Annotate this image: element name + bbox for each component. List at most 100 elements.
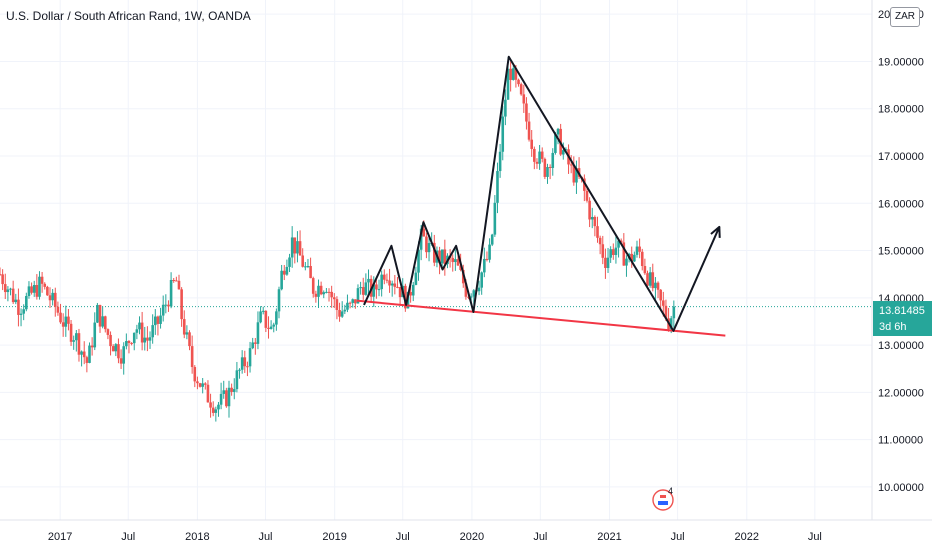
candle-body bbox=[522, 94, 526, 104]
candle-body bbox=[206, 384, 210, 403]
candle-body bbox=[393, 283, 397, 287]
candle-body bbox=[443, 249, 447, 265]
candle-body bbox=[464, 283, 468, 297]
candle-body bbox=[19, 313, 23, 315]
candle-body bbox=[511, 68, 515, 80]
candle-body bbox=[235, 370, 239, 390]
candle-body bbox=[493, 202, 497, 235]
candle-body bbox=[422, 228, 426, 237]
candle-body bbox=[238, 369, 241, 371]
price-tick-label: 12.00000 bbox=[878, 387, 924, 399]
candle-body bbox=[533, 148, 536, 162]
candle-body bbox=[496, 171, 499, 203]
candle-body bbox=[564, 149, 568, 151]
candle-body bbox=[417, 249, 420, 273]
candle-body bbox=[604, 257, 607, 268]
candle-body bbox=[517, 79, 520, 85]
candle-body bbox=[93, 322, 97, 348]
candle-body bbox=[11, 288, 15, 303]
candle-body bbox=[185, 332, 189, 335]
time-tick-label: Jul bbox=[671, 531, 685, 543]
candle-body bbox=[554, 134, 557, 153]
candle-body bbox=[138, 322, 141, 330]
candle-body bbox=[530, 139, 533, 149]
candle-body bbox=[254, 342, 257, 344]
candle-body bbox=[98, 304, 102, 327]
candle-body bbox=[109, 334, 112, 347]
price-tick-label: 13.00000 bbox=[878, 340, 924, 352]
candle-body bbox=[561, 150, 565, 155]
candle-body bbox=[622, 242, 626, 266]
time-tick-label: Jul bbox=[258, 531, 272, 543]
candle-body bbox=[440, 249, 444, 264]
candle-body bbox=[204, 383, 207, 385]
candle-body bbox=[222, 390, 226, 394]
candle-body bbox=[325, 291, 328, 293]
candle-body bbox=[343, 309, 347, 312]
candle-body bbox=[140, 322, 144, 343]
candle-body bbox=[304, 266, 307, 268]
candle-body bbox=[169, 279, 173, 307]
candle-body bbox=[356, 288, 360, 304]
candle-body bbox=[404, 285, 407, 309]
candle-body bbox=[69, 323, 73, 342]
candle-body bbox=[35, 285, 39, 297]
candle-body bbox=[40, 276, 44, 284]
candle-body bbox=[1, 274, 4, 285]
candle-body bbox=[130, 342, 133, 344]
symbol-title: U.S. Dollar / South African Rand, 1W, OA… bbox=[6, 9, 251, 23]
time-tick-label: 2018 bbox=[185, 531, 209, 543]
candle-body bbox=[177, 280, 181, 290]
candle-body bbox=[214, 409, 218, 413]
candle-body bbox=[201, 383, 204, 387]
candle-body bbox=[188, 332, 191, 347]
candle-body bbox=[101, 316, 104, 327]
candle-body bbox=[30, 286, 33, 293]
candle-body bbox=[259, 311, 262, 323]
candle-body bbox=[662, 300, 665, 306]
candle-body bbox=[596, 226, 599, 238]
candle-body bbox=[269, 326, 273, 329]
candle-body bbox=[367, 278, 370, 283]
candle-body bbox=[275, 311, 278, 325]
candle-body bbox=[243, 357, 247, 367]
earnings-event-icon[interactable] bbox=[652, 489, 674, 511]
candle-body bbox=[575, 168, 578, 183]
projection-arrowhead bbox=[710, 225, 721, 238]
candle-body bbox=[132, 332, 136, 344]
candle-body bbox=[64, 316, 68, 327]
candle-body bbox=[459, 265, 462, 270]
candle-body bbox=[611, 249, 615, 255]
candle-body bbox=[340, 311, 344, 317]
drawings bbox=[356, 55, 726, 337]
candle-body bbox=[396, 286, 399, 288]
price-axis[interactable]: 10.0000011.0000012.0000013.0000014.00000… bbox=[871, 0, 932, 550]
candle-body bbox=[361, 287, 365, 295]
candle-body bbox=[585, 190, 589, 201]
candle-body bbox=[601, 244, 605, 258]
candle-body bbox=[519, 84, 523, 95]
candle-body bbox=[527, 121, 531, 140]
candle-body bbox=[261, 310, 265, 312]
candle-body bbox=[53, 292, 57, 307]
candle-body bbox=[77, 333, 81, 355]
price-tick-label: 17.00000 bbox=[878, 151, 924, 163]
candle-body bbox=[288, 257, 291, 267]
candle-body bbox=[90, 345, 94, 348]
candle-body bbox=[382, 274, 386, 280]
candle-body bbox=[506, 68, 510, 100]
candle-body bbox=[314, 293, 318, 297]
candle-body bbox=[227, 387, 231, 407]
candle-body bbox=[311, 278, 315, 294]
time-tick-label: 2017 bbox=[48, 531, 72, 543]
candle-body bbox=[267, 327, 270, 329]
time-axis[interactable]: 2017 Jul 2018 Jul 2019 Jul 2020 Jul 2021 Jul 2022 J… bbox=[0, 519, 932, 550]
currency-button[interactable]: ZAR bbox=[890, 7, 920, 27]
earnings-event-count: 4 bbox=[668, 486, 674, 496]
candle-body bbox=[538, 151, 541, 164]
candle-body bbox=[196, 381, 199, 384]
candle-body bbox=[656, 282, 660, 290]
candle-body bbox=[161, 304, 165, 316]
candle-body bbox=[525, 103, 528, 122]
